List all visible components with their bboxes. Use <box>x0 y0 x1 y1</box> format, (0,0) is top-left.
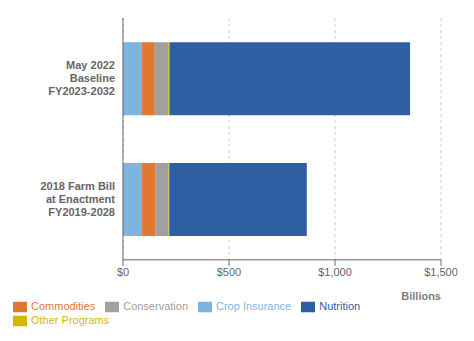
svg-text:$1,000: $1,000 <box>318 266 352 278</box>
svg-text:$1,500: $1,500 <box>424 266 458 278</box>
html-text:Crop Insurance: Crop Insurance <box>216 299 292 312</box>
html-text:Nutrition: Nutrition <box>319 299 361 312</box>
svg-text:$500: $500 <box>217 266 241 278</box>
svg-text:May 2022BaselineFY2023-2032: May 2022BaselineFY2023-2032 <box>48 59 115 97</box>
svg-text:$0: $0 <box>117 266 129 278</box>
svg-text:2018 Farm Billat EnactmentFY20: 2018 Farm Billat EnactmentFY2019-2028 <box>40 180 115 218</box>
html-text:Other Programs: Other Programs <box>31 313 110 326</box>
html-text:Conservation: Conservation <box>123 299 188 312</box>
svg-text:Billions: Billions <box>401 290 441 302</box>
html-text:Commodities: Commodities <box>31 299 96 312</box>
